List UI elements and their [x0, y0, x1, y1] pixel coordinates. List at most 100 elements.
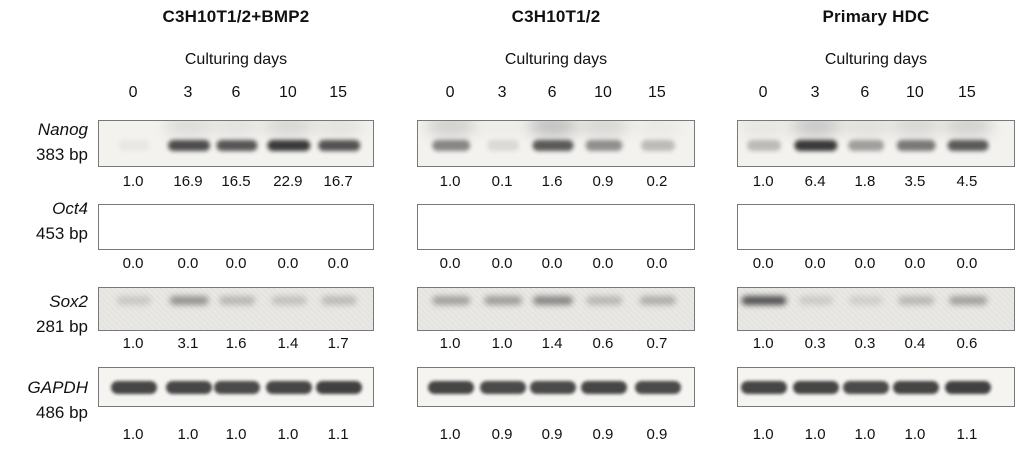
- band-value: 0.3: [804, 335, 826, 352]
- gel-box: [417, 287, 695, 331]
- gel-band: [267, 140, 311, 151]
- band-value: 16.9: [173, 173, 203, 190]
- gel-box: [98, 287, 374, 331]
- gel-box: [98, 204, 374, 250]
- gel-band: [640, 140, 675, 151]
- gene-name: GAPDH: [27, 378, 88, 397]
- band-value: 1.0: [177, 426, 199, 443]
- band-value: 0.0: [439, 255, 461, 272]
- gel-band: [165, 381, 212, 394]
- day-number: 10: [906, 84, 924, 101]
- day-number: 10: [594, 84, 612, 101]
- band-value: 1.0: [439, 426, 461, 443]
- day-number: 3: [497, 84, 507, 101]
- band-smear: [163, 121, 214, 137]
- band-value: 0.0: [592, 255, 614, 272]
- gene-label: Sox2 281 bp: [0, 289, 88, 339]
- gel-band: [219, 296, 255, 305]
- band-value: 0.7: [646, 335, 668, 352]
- band-value: 1.0: [122, 335, 144, 352]
- gel-band: [428, 381, 475, 394]
- band-value: 16.5: [221, 173, 251, 190]
- band-value: 1.0: [122, 426, 144, 443]
- panel-title: C3H10T1/2+BMP2: [162, 7, 310, 26]
- gel-band: [944, 381, 991, 394]
- band-value: 0.0: [541, 255, 563, 272]
- gel-band: [318, 140, 360, 151]
- band-value: 1.4: [541, 335, 563, 352]
- gel-band: [634, 381, 681, 394]
- gene-name: Sox2: [49, 292, 88, 311]
- band-value: 0.0: [225, 255, 247, 272]
- gel-band: [849, 296, 883, 305]
- band-value: 0.6: [956, 335, 978, 352]
- band-value: 22.9: [273, 173, 303, 190]
- band-value: 1.6: [541, 173, 563, 190]
- gene-name: Oct4: [52, 199, 88, 218]
- band-value: 0.0: [646, 255, 668, 272]
- gel-band: [586, 296, 622, 305]
- culturing-days-label: Culturing days: [824, 51, 928, 68]
- band-value: 0.4: [904, 335, 926, 352]
- band-value: 16.7: [323, 173, 353, 190]
- gel-band: [432, 296, 470, 305]
- band-value: 1.0: [854, 426, 876, 443]
- band-value: 1.0: [439, 173, 461, 190]
- gel-band: [265, 381, 312, 394]
- band-smear: [890, 121, 941, 137]
- gene-size: 486 bp: [36, 403, 88, 422]
- gel-band: [947, 140, 989, 151]
- gel-band: [271, 296, 307, 305]
- band-value: 0.9: [491, 426, 513, 443]
- band-smear: [739, 121, 790, 137]
- gel-band: [214, 381, 260, 394]
- band-value: 0.0: [904, 255, 926, 272]
- gel-box: [737, 120, 1015, 167]
- gene-label: GAPDH 486 bp: [0, 375, 88, 425]
- band-value: 1.0: [277, 426, 299, 443]
- gel-band: [484, 296, 523, 305]
- panel-title: Primary HDC: [822, 7, 930, 26]
- gene-name: Nanog: [37, 120, 88, 139]
- band-value: 0.0: [122, 255, 144, 272]
- band-value: 1.0: [752, 335, 774, 352]
- band-value: 1.0: [804, 426, 826, 443]
- day-number: 0: [128, 84, 138, 101]
- gel-band: [794, 140, 838, 151]
- band-smear: [314, 121, 365, 137]
- gel-band: [316, 381, 363, 394]
- band-value: 0.9: [592, 173, 614, 190]
- gel-band: [847, 140, 884, 151]
- gel-box: [417, 204, 695, 250]
- band-smear: [263, 121, 314, 137]
- day-number: 15: [648, 84, 666, 101]
- day-number: 10: [278, 84, 297, 101]
- band-value: 0.0: [327, 255, 349, 272]
- day-number: 3: [183, 84, 193, 101]
- day-number: 15: [957, 84, 976, 101]
- band-value: 0.0: [277, 255, 299, 272]
- band-smear: [840, 121, 891, 137]
- band-value: 1.0: [225, 426, 247, 443]
- day-number: 6: [860, 84, 870, 101]
- gel-band: [842, 381, 889, 394]
- day-number: 15: [329, 84, 348, 101]
- gel-band: [793, 381, 840, 394]
- day-number: 3: [810, 84, 820, 101]
- band-smear: [791, 121, 842, 137]
- band-value: 4.5: [956, 173, 978, 190]
- gel-box: [417, 367, 695, 407]
- band-value: 0.9: [646, 426, 668, 443]
- gel-band: [896, 140, 936, 151]
- gel-band: [580, 381, 627, 394]
- gel-band: [799, 296, 834, 305]
- gel-box: [737, 204, 1015, 250]
- gel-band: [480, 381, 527, 394]
- band-value: 0.0: [804, 255, 826, 272]
- band-smear: [942, 121, 993, 137]
- band-value: 3.1: [177, 335, 199, 352]
- band-value: 3.5: [904, 173, 926, 190]
- band-value: 0.9: [592, 426, 614, 443]
- band-value: 0.1: [491, 173, 513, 190]
- band-smear: [632, 121, 683, 137]
